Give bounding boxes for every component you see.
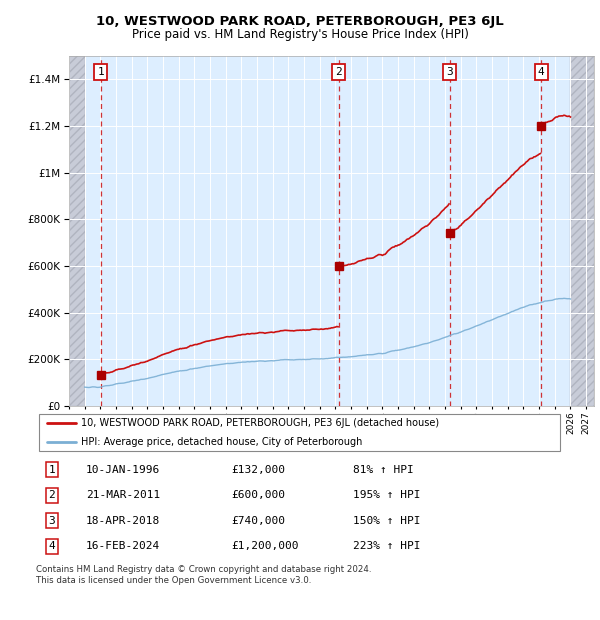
Text: 3: 3 — [49, 516, 55, 526]
Text: 21-MAR-2011: 21-MAR-2011 — [86, 490, 160, 500]
Text: 10, WESTWOOD PARK ROAD, PETERBOROUGH, PE3 6JL: 10, WESTWOOD PARK ROAD, PETERBOROUGH, PE… — [96, 16, 504, 29]
Text: 1: 1 — [98, 67, 104, 77]
Text: £132,000: £132,000 — [232, 465, 286, 475]
Text: Contains HM Land Registry data © Crown copyright and database right 2024.
This d: Contains HM Land Registry data © Crown c… — [36, 565, 371, 585]
Text: HPI: Average price, detached house, City of Peterborough: HPI: Average price, detached house, City… — [81, 436, 362, 447]
Text: 3: 3 — [446, 67, 453, 77]
Text: £740,000: £740,000 — [232, 516, 286, 526]
Bar — [69, 56, 85, 406]
Bar — [571, 56, 594, 406]
Text: 195% ↑ HPI: 195% ↑ HPI — [353, 490, 420, 500]
FancyBboxPatch shape — [38, 414, 560, 451]
Text: 1: 1 — [49, 465, 55, 475]
Text: 81% ↑ HPI: 81% ↑ HPI — [353, 465, 413, 475]
Text: 10-JAN-1996: 10-JAN-1996 — [86, 465, 160, 475]
Text: 4: 4 — [538, 67, 545, 77]
Text: 18-APR-2018: 18-APR-2018 — [86, 516, 160, 526]
Text: 2: 2 — [49, 490, 55, 500]
Text: 150% ↑ HPI: 150% ↑ HPI — [353, 516, 420, 526]
Text: 2: 2 — [335, 67, 342, 77]
Text: £1,200,000: £1,200,000 — [232, 541, 299, 551]
Text: 223% ↑ HPI: 223% ↑ HPI — [353, 541, 420, 551]
Text: 4: 4 — [49, 541, 55, 551]
Text: 10, WESTWOOD PARK ROAD, PETERBOROUGH, PE3 6JL (detached house): 10, WESTWOOD PARK ROAD, PETERBOROUGH, PE… — [81, 418, 439, 428]
Text: 16-FEB-2024: 16-FEB-2024 — [86, 541, 160, 551]
Text: £600,000: £600,000 — [232, 490, 286, 500]
Text: Price paid vs. HM Land Registry's House Price Index (HPI): Price paid vs. HM Land Registry's House … — [131, 28, 469, 41]
